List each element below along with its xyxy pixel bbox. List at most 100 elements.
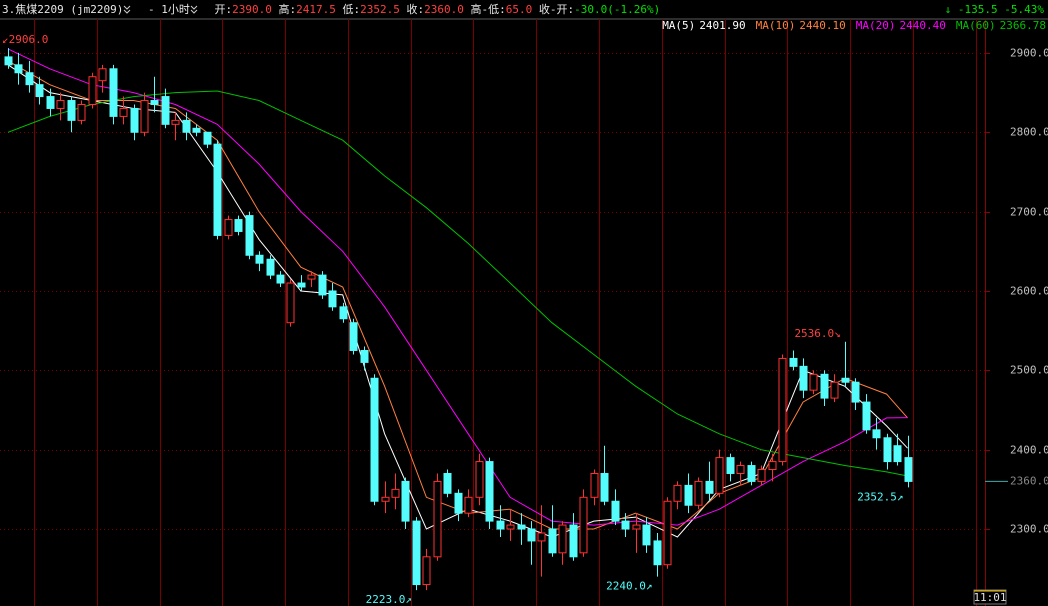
candle-body: [25, 72, 34, 86]
symbol-dropdown[interactable]: [123, 5, 131, 14]
candle-body: [663, 500, 672, 566]
candle-body: [109, 68, 118, 117]
candle-body: [454, 492, 463, 514]
candle-body: [694, 480, 703, 506]
day-change: ↓ -135.5 -5.43%: [944, 3, 1044, 16]
y-tick-label: 2900.0: [1010, 47, 1048, 60]
candle-body: [422, 556, 431, 586]
y-tick-label: 2300.0: [1010, 523, 1048, 536]
candle-body: [286, 282, 295, 324]
candle-body: [443, 472, 452, 494]
candles: [4, 48, 913, 591]
value: -30.0(-1.26%): [574, 3, 661, 16]
candle-body: [569, 524, 578, 558]
candle-body: [548, 528, 557, 554]
ma-legend-value: 2401.90: [699, 19, 745, 32]
candle-body: [339, 306, 348, 320]
candle-body: [862, 401, 871, 431]
value: 2417.5: [296, 3, 336, 16]
candle-body: [600, 472, 609, 502]
label: 低:: [342, 3, 361, 16]
candle-body: [433, 480, 442, 558]
extreme-label: 2536.0↘: [794, 327, 840, 340]
extreme-label: 2240.0↗: [606, 580, 652, 593]
candle-body: [412, 520, 421, 586]
ma-legend-name: MA(5): [662, 19, 695, 32]
candle-body: [4, 56, 13, 66]
value: 2360.0: [424, 3, 464, 16]
candle-body: [590, 472, 599, 498]
candle-body: [715, 457, 724, 494]
candle-body: [778, 357, 787, 463]
candle-body: [632, 524, 641, 530]
candle-body: [537, 532, 546, 542]
candle-body: [705, 480, 714, 494]
candle-body: [673, 484, 682, 502]
candle-body: [684, 484, 693, 506]
candle-body: [736, 465, 745, 474]
label: 高:: [278, 3, 297, 16]
candle-body: [130, 107, 139, 133]
candle-body: [234, 219, 243, 232]
candle-body: [851, 381, 860, 403]
label: 收-开:: [538, 3, 575, 16]
extreme-label: 2223.0↗: [366, 593, 412, 606]
candle-body: [192, 127, 201, 133]
ma-legend-name: MA(20): [856, 19, 896, 32]
candle-body: [809, 373, 818, 391]
value: 65.0: [505, 3, 533, 16]
candle-body: [475, 461, 484, 498]
candle-body: [98, 68, 107, 82]
candle-body: [14, 64, 23, 74]
candle-body: [485, 461, 494, 522]
candle-body: [391, 488, 400, 498]
candle-body: [747, 465, 756, 482]
candle-body: [77, 103, 86, 121]
candle-body: [46, 96, 55, 109]
y-tick-label: 2700.0: [1010, 206, 1048, 219]
candle-body: [527, 528, 536, 542]
candle-body: [276, 274, 285, 284]
ma-legend-name: MA(10): [756, 19, 796, 32]
candle-body: [224, 219, 233, 236]
candle-body: [349, 322, 358, 351]
candle-body: [360, 349, 369, 363]
candle-body: [883, 437, 892, 463]
time-box: [973, 589, 1007, 605]
period-dropdown[interactable]: [190, 5, 198, 14]
candle-body: [653, 540, 662, 566]
candle-body: [203, 131, 212, 145]
annotations: ↙2906.0 2536.0↘ 2223.0↗ 2240.0↗ 2352.5↗: [2, 33, 904, 606]
label: 开:: [214, 3, 233, 16]
y-tick-label: 2800.0: [1010, 126, 1048, 139]
candle-body: [517, 524, 526, 530]
candle-body: [893, 445, 902, 463]
candle-body: [904, 457, 913, 482]
candle-body: [820, 373, 829, 399]
candle-body: [67, 100, 76, 121]
candle-body: [182, 119, 191, 133]
candle-body: [611, 500, 620, 522]
period[interactable]: - 1小时: [147, 3, 190, 16]
grid: 2300.0 2400.0 2500.0 2600.0 2700.0 2800.0 2900…: [0, 19, 1048, 606]
candle-body: [726, 457, 735, 474]
candle-body: [381, 496, 390, 502]
y-tick-label: 2500.0: [1010, 364, 1048, 377]
value: 2352.5: [360, 3, 400, 16]
extreme-label: 2352.5↗: [857, 490, 903, 503]
y-tick-label: 2400.0: [1010, 444, 1048, 457]
candle-body: [789, 357, 798, 367]
symbol[interactable]: 3.焦煤2209 (jm2209): [2, 3, 124, 16]
candle-body: [150, 100, 159, 105]
candle-body: [872, 429, 881, 439]
candle-body: [119, 107, 128, 117]
candle-body: [506, 524, 515, 530]
candle-body: [558, 524, 567, 554]
candle-body: [266, 258, 275, 276]
candle-body: [213, 143, 222, 236]
candle-body: [401, 480, 410, 522]
candle-body: [318, 274, 327, 296]
